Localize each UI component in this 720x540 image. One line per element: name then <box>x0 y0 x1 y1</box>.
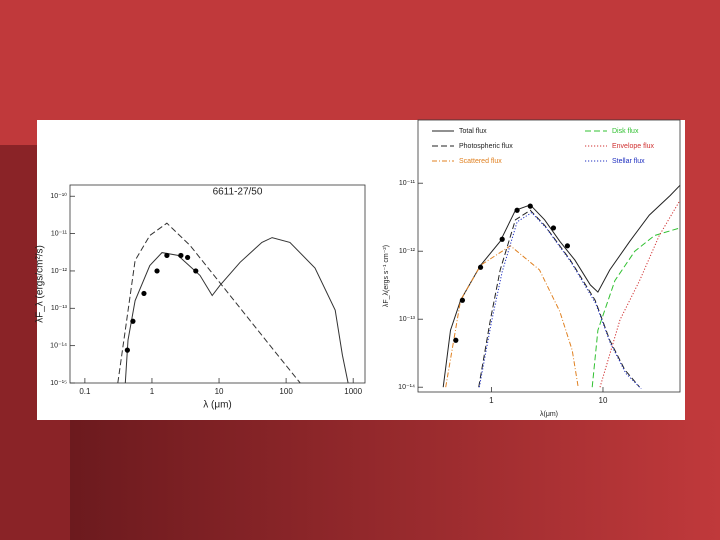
series-line <box>478 209 640 388</box>
series-line <box>442 184 681 388</box>
y-tick-label: 10⁻¹⁵ <box>50 380 67 387</box>
x-tick-label: 1 <box>150 387 155 396</box>
x-axis-label: λ(μm) <box>540 411 558 418</box>
data-point <box>164 252 170 259</box>
data-point <box>178 252 184 259</box>
data-point <box>130 318 136 324</box>
series-line <box>591 227 681 388</box>
bottom-band <box>70 420 720 540</box>
x-tick-label: 10 <box>599 396 608 405</box>
series-line <box>117 222 301 384</box>
data-point <box>154 268 160 274</box>
x-tick-label: 1 <box>489 396 494 405</box>
series-line <box>478 211 642 390</box>
series-line <box>599 200 681 388</box>
y-tick-label: 10⁻¹⁰ <box>50 192 67 200</box>
data-point <box>564 243 571 249</box>
legend-label: Photospheric flux <box>459 143 513 150</box>
y-tick-label: 10⁻¹¹ <box>51 230 68 237</box>
x-tick-label: 10 <box>215 387 224 396</box>
y-tick-label: 10⁻¹³ <box>51 305 68 312</box>
plot-frame <box>69 184 366 384</box>
figure-panel <box>37 120 685 420</box>
y-tick-label: 10⁻¹² <box>399 248 416 255</box>
x-tick-label: 0.1 <box>79 387 91 396</box>
data-point <box>453 337 459 343</box>
data-point <box>124 347 130 353</box>
y-axis-label: λF_λ (ergs/cm²/s) <box>35 245 46 323</box>
data-point <box>459 297 466 303</box>
y-tick-label: 10⁻¹² <box>51 268 68 275</box>
data-point <box>141 290 147 297</box>
y-tick-label: 10⁻¹¹ <box>399 180 416 187</box>
y-tick-label: 10⁻¹⁴ <box>398 384 415 391</box>
data-point <box>550 225 557 231</box>
x-tick-label: 1000 <box>344 387 362 396</box>
series-line <box>445 245 579 388</box>
data-point <box>527 203 533 209</box>
data-point <box>477 264 484 270</box>
legend-label: Envelope flux <box>612 143 655 150</box>
plot-frame <box>417 119 681 393</box>
x-axis-label: λ (μm) <box>203 400 232 411</box>
data-point <box>499 236 505 242</box>
legend-label: Stellar flux <box>612 158 645 165</box>
legend-label: Scattered flux <box>459 158 502 165</box>
legend-label: Disk flux <box>612 128 639 135</box>
charts: 0.1 1 10 100 1000 10⁻¹⁰ 10⁻¹¹ 10⁻¹² 10⁻¹³ 10⁻¹⁴ 10… <box>35 119 681 418</box>
y-tick-label: 10⁻¹³ <box>399 316 416 323</box>
x-tick-label: 100 <box>279 387 293 396</box>
y-axis-label: λF_λ(ergs s⁻¹ cm⁻²) <box>383 245 390 307</box>
y-tick-label: 10⁻¹⁴ <box>50 342 67 349</box>
series-line <box>124 237 349 384</box>
legend-label: Total flux <box>459 128 487 135</box>
data-point <box>185 254 191 261</box>
data-point <box>514 207 520 213</box>
chart-title: 6611-27/50 <box>213 187 263 198</box>
data-point <box>193 268 199 274</box>
